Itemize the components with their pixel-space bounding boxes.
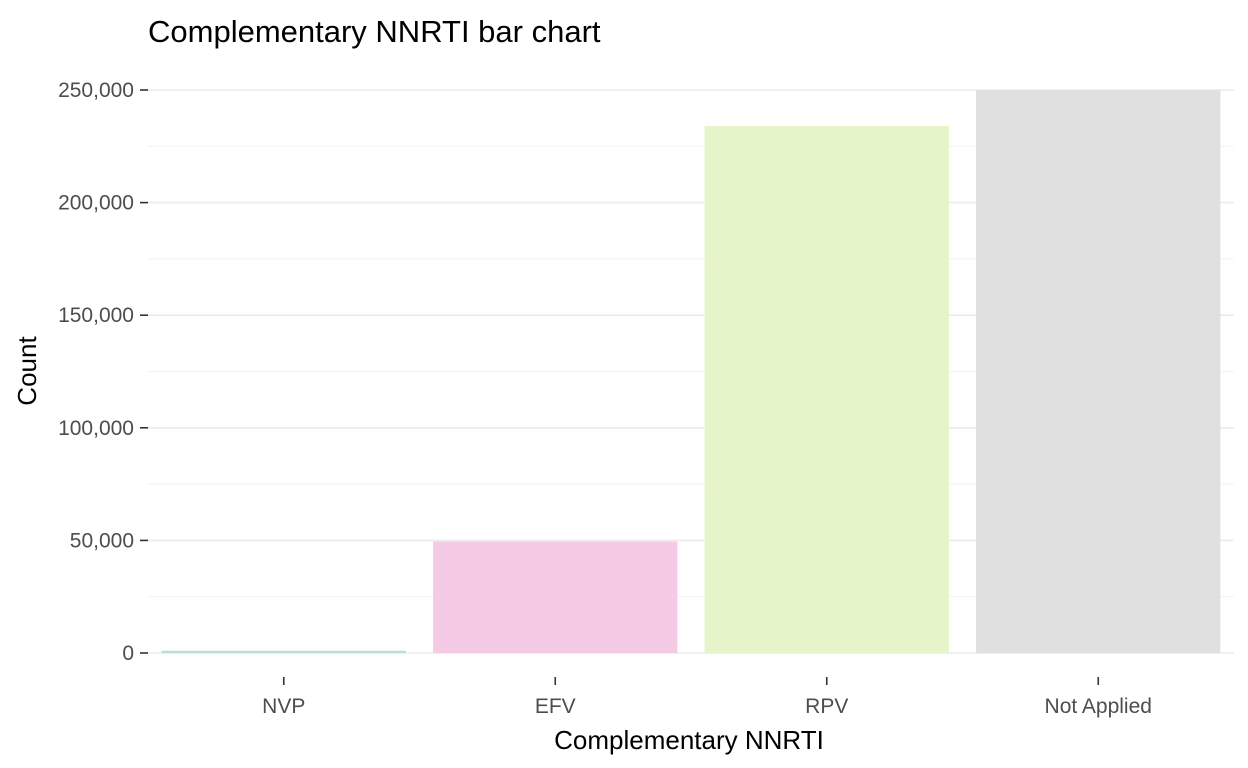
y-tick-label: 250,000 bbox=[58, 79, 134, 102]
y-tick-label: 0 bbox=[122, 642, 134, 665]
bars bbox=[161, 90, 1221, 654]
y-axis-title: Count bbox=[12, 336, 42, 406]
y-tick-label: 200,000 bbox=[58, 192, 134, 215]
bar-not-applied bbox=[976, 90, 1221, 653]
y-tick-label: 50,000 bbox=[70, 529, 134, 552]
y-tick-label: 100,000 bbox=[58, 417, 134, 440]
x-tick-label: Not Applied bbox=[1045, 695, 1152, 718]
x-tick-label: RPV bbox=[805, 695, 848, 718]
bar-rpv bbox=[704, 126, 949, 654]
x-axis-ticks: NVP EFV RPV Not Applied bbox=[262, 677, 1152, 718]
chart-title: Complementary NNRTI bar chart bbox=[148, 14, 601, 49]
x-tick-label: NVP bbox=[262, 695, 305, 718]
y-axis-ticks: 0 50,000 100,000 150,000 200,000 250,000 bbox=[58, 79, 148, 665]
x-axis-title: Complementary NNRTI bbox=[554, 725, 824, 755]
x-tick-label: EFV bbox=[535, 695, 576, 718]
bar-nvp bbox=[161, 650, 406, 653]
y-tick-label: 150,000 bbox=[58, 304, 134, 327]
bar-efv bbox=[433, 541, 678, 653]
